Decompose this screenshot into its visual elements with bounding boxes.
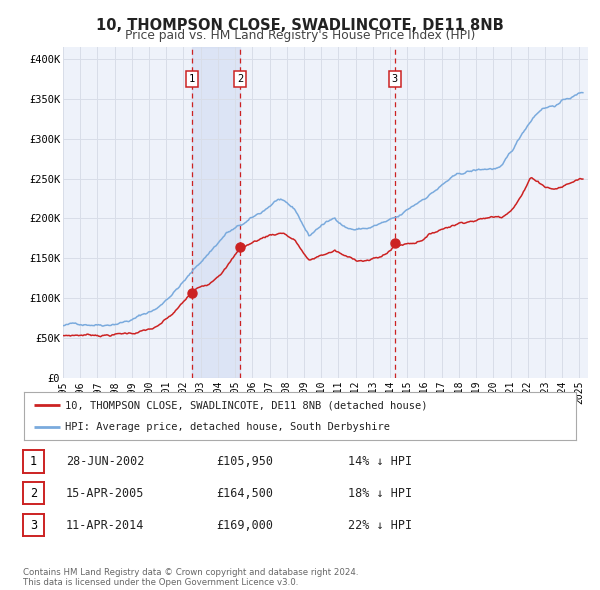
Text: 1: 1 — [189, 74, 195, 84]
Text: 18% ↓ HPI: 18% ↓ HPI — [348, 487, 412, 500]
Text: £105,950: £105,950 — [216, 455, 273, 468]
Text: 14% ↓ HPI: 14% ↓ HPI — [348, 455, 412, 468]
Text: 2: 2 — [30, 487, 37, 500]
Text: 1: 1 — [30, 455, 37, 468]
Text: 28-JUN-2002: 28-JUN-2002 — [66, 455, 145, 468]
Text: 15-APR-2005: 15-APR-2005 — [66, 487, 145, 500]
Text: Price paid vs. HM Land Registry's House Price Index (HPI): Price paid vs. HM Land Registry's House … — [125, 30, 475, 42]
Text: 3: 3 — [392, 74, 398, 84]
Text: 10, THOMPSON CLOSE, SWADLINCOTE, DE11 8NB (detached house): 10, THOMPSON CLOSE, SWADLINCOTE, DE11 8N… — [65, 400, 428, 410]
Text: 10, THOMPSON CLOSE, SWADLINCOTE, DE11 8NB: 10, THOMPSON CLOSE, SWADLINCOTE, DE11 8N… — [96, 18, 504, 32]
Bar — [192, 47, 240, 378]
Text: Contains HM Land Registry data © Crown copyright and database right 2024.
This d: Contains HM Land Registry data © Crown c… — [23, 568, 358, 587]
Text: HPI: Average price, detached house, South Derbyshire: HPI: Average price, detached house, Sout… — [65, 422, 391, 432]
Text: 3: 3 — [30, 519, 37, 532]
Text: 22% ↓ HPI: 22% ↓ HPI — [348, 519, 412, 532]
Text: £169,000: £169,000 — [216, 519, 273, 532]
Text: 2: 2 — [237, 74, 243, 84]
Text: 11-APR-2014: 11-APR-2014 — [66, 519, 145, 532]
Text: £164,500: £164,500 — [216, 487, 273, 500]
